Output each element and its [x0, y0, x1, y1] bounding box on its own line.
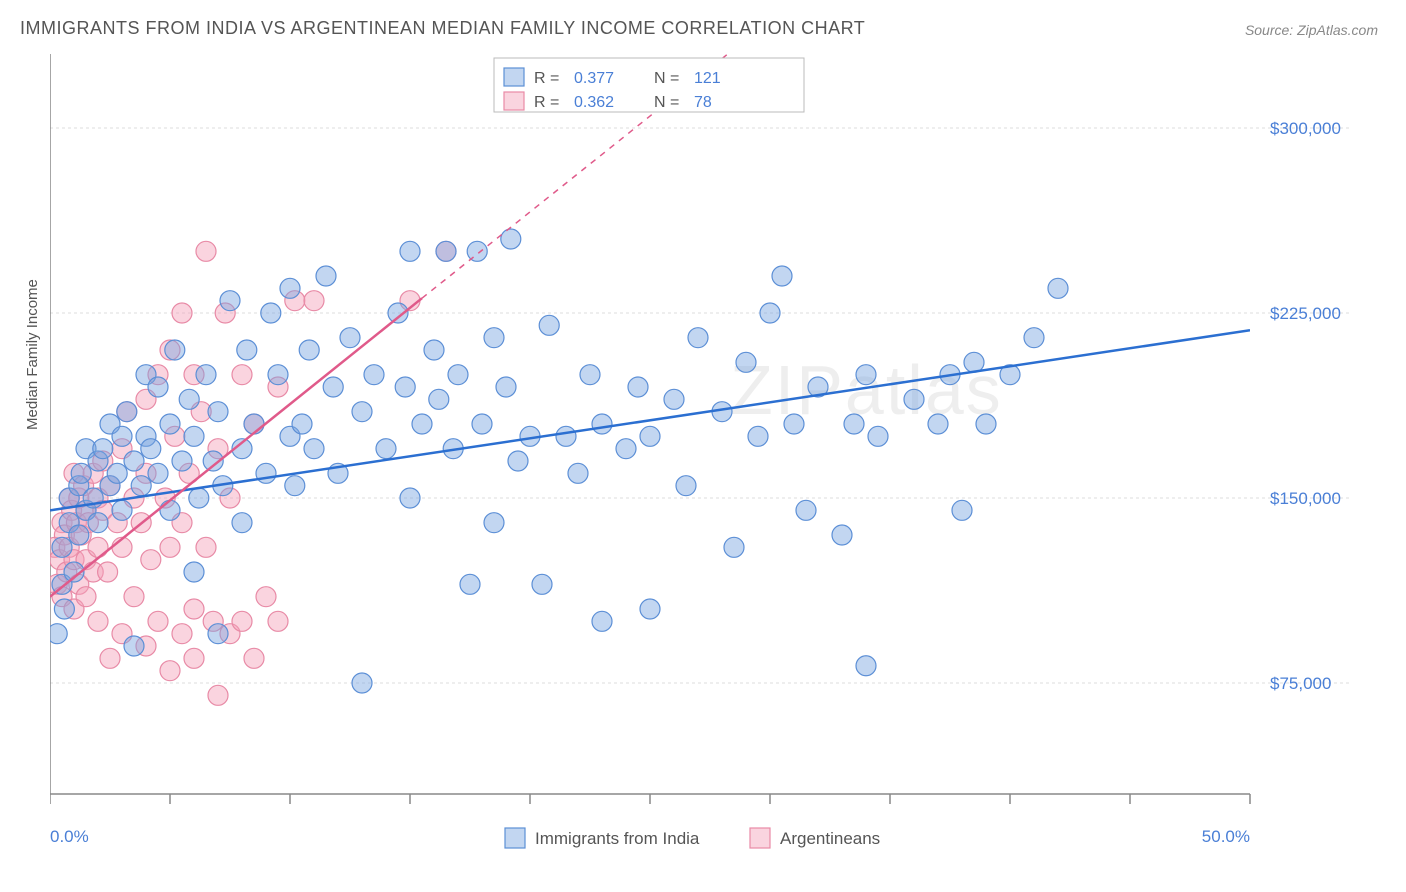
scatter-chart: ZIPatlas $75,000 $150,000 $225,000 $300,000 0… — [50, 54, 1386, 862]
svg-text:0.362: 0.362 — [574, 94, 614, 111]
svg-text:R =: R = — [534, 70, 559, 87]
svg-text:121: 121 — [694, 70, 721, 87]
svg-text:ZIPatlas: ZIPatlas — [730, 351, 1003, 429]
chart-title: IMMIGRANTS FROM INDIA VS ARGENTINEAN MED… — [20, 18, 865, 39]
svg-text:N =: N = — [654, 94, 679, 111]
chart-container: ZIPatlas $75,000 $150,000 $225,000 $300,000 0… — [50, 54, 1386, 862]
svg-text:$150,000: $150,000 — [1270, 489, 1341, 508]
svg-text:$75,000: $75,000 — [1270, 674, 1331, 693]
svg-text:R =: R = — [534, 94, 559, 111]
svg-text:Immigrants from India: Immigrants from India — [535, 829, 700, 848]
source-label: Source: ZipAtlas.com — [1245, 22, 1378, 38]
svg-text:$300,000: $300,000 — [1270, 119, 1341, 138]
svg-text:50.0%: 50.0% — [1202, 827, 1250, 846]
svg-text:Argentineans: Argentineans — [780, 829, 880, 848]
svg-text:0.377: 0.377 — [574, 70, 614, 87]
svg-text:$225,000: $225,000 — [1270, 304, 1341, 323]
svg-text:0.0%: 0.0% — [50, 827, 89, 846]
svg-text:N =: N = — [654, 70, 679, 87]
y-axis-label: Median Family Income — [24, 279, 41, 430]
svg-text:78: 78 — [694, 94, 712, 111]
